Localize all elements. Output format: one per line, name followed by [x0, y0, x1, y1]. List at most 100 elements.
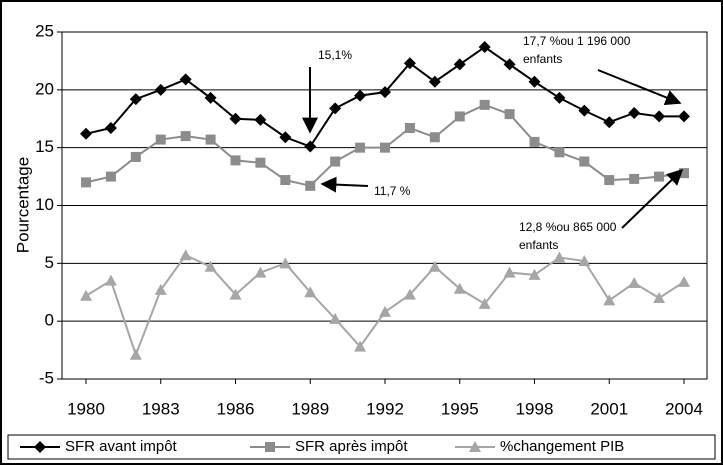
x-tick-label: 2001	[590, 399, 628, 418]
marker	[654, 171, 665, 182]
marker	[503, 58, 516, 71]
marker	[428, 260, 441, 272]
x-tick-label: 1989	[291, 399, 329, 418]
arrow	[320, 176, 369, 193]
marker	[154, 83, 167, 96]
marker	[603, 294, 616, 306]
y-tick-label: 25	[35, 21, 54, 40]
marker	[265, 442, 275, 452]
marker	[180, 131, 191, 142]
marker	[629, 173, 640, 184]
marker	[528, 75, 541, 88]
marker	[579, 156, 590, 167]
marker	[154, 283, 167, 295]
marker	[380, 142, 390, 153]
marker	[503, 266, 516, 278]
marker	[578, 104, 591, 117]
marker	[279, 257, 292, 269]
marker	[479, 99, 490, 110]
marker	[403, 57, 416, 70]
legend: SFR avant impôt SFR après impôt %changemen…	[20, 438, 624, 455]
marker	[105, 171, 116, 182]
marker	[478, 297, 491, 309]
marker	[553, 251, 566, 263]
marker	[504, 109, 515, 120]
annotation: 11,7 %	[374, 184, 411, 198]
x-tick-label: 1995	[441, 399, 479, 418]
marker	[329, 312, 342, 324]
marker	[280, 175, 291, 186]
marker	[653, 110, 666, 123]
legend-label: SFR après impôt	[295, 438, 408, 455]
marker	[179, 73, 192, 86]
x-tick-label: 2004	[665, 399, 703, 418]
marker	[379, 305, 391, 317]
annotation: enfants	[523, 52, 562, 66]
marker	[528, 268, 541, 280]
marker	[628, 276, 641, 288]
marker	[355, 142, 366, 153]
y-tick-label: -5	[39, 368, 54, 387]
annotation: 17,7 %ou 1 196 000	[523, 34, 631, 48]
marker	[179, 249, 192, 261]
marker	[304, 140, 317, 153]
marker	[354, 89, 367, 102]
marker	[679, 168, 689, 179]
marker	[80, 289, 92, 301]
marker	[229, 112, 242, 125]
marker	[604, 175, 615, 186]
marker	[129, 348, 142, 360]
marker	[454, 111, 465, 122]
legend-label: SFR avant impôt	[65, 438, 178, 455]
arrow	[621, 168, 684, 229]
marker	[653, 292, 666, 304]
marker	[279, 131, 292, 144]
marker	[254, 113, 267, 126]
marker	[329, 102, 342, 115]
y-tick-label: 20	[35, 79, 54, 98]
marker	[305, 180, 316, 191]
marker	[304, 286, 317, 298]
marker	[104, 122, 117, 135]
x-tick-label: 1983	[142, 399, 180, 418]
marker	[81, 177, 91, 188]
marker	[254, 266, 267, 278]
marker	[104, 274, 117, 286]
x-tick-label: 1986	[217, 399, 255, 418]
x-tick-label: 1980	[67, 399, 105, 418]
marker	[204, 91, 217, 104]
marker	[478, 41, 491, 54]
marker	[403, 288, 416, 300]
marker	[229, 288, 242, 300]
x-tick-label: 1998	[516, 399, 554, 418]
marker	[578, 255, 591, 267]
marker	[354, 340, 367, 352]
marker	[34, 441, 46, 453]
marker	[603, 116, 616, 129]
annotation: 15,1%	[318, 48, 352, 62]
marker	[130, 151, 141, 162]
marker	[469, 441, 481, 452]
marker	[428, 75, 441, 88]
marker	[529, 136, 540, 147]
marker	[554, 147, 565, 158]
arrow	[597, 69, 682, 106]
annotation: enfants	[519, 238, 558, 252]
annotations: 15,1% 11,7 % 17,7 %ou 1 196 000 enfants …	[302, 34, 684, 252]
legend-label: %changement PIB	[500, 438, 624, 455]
marker	[379, 86, 391, 99]
marker	[255, 157, 266, 168]
marker	[453, 58, 466, 71]
marker	[553, 91, 566, 104]
marker	[204, 260, 217, 272]
y-axis-label: Pourcentage	[13, 157, 32, 253]
marker	[404, 123, 415, 134]
marker	[678, 110, 690, 123]
marker	[205, 134, 216, 145]
marker	[129, 93, 142, 106]
x-tick-label: 1992	[366, 399, 404, 418]
marker	[155, 134, 166, 145]
marker	[230, 155, 241, 166]
